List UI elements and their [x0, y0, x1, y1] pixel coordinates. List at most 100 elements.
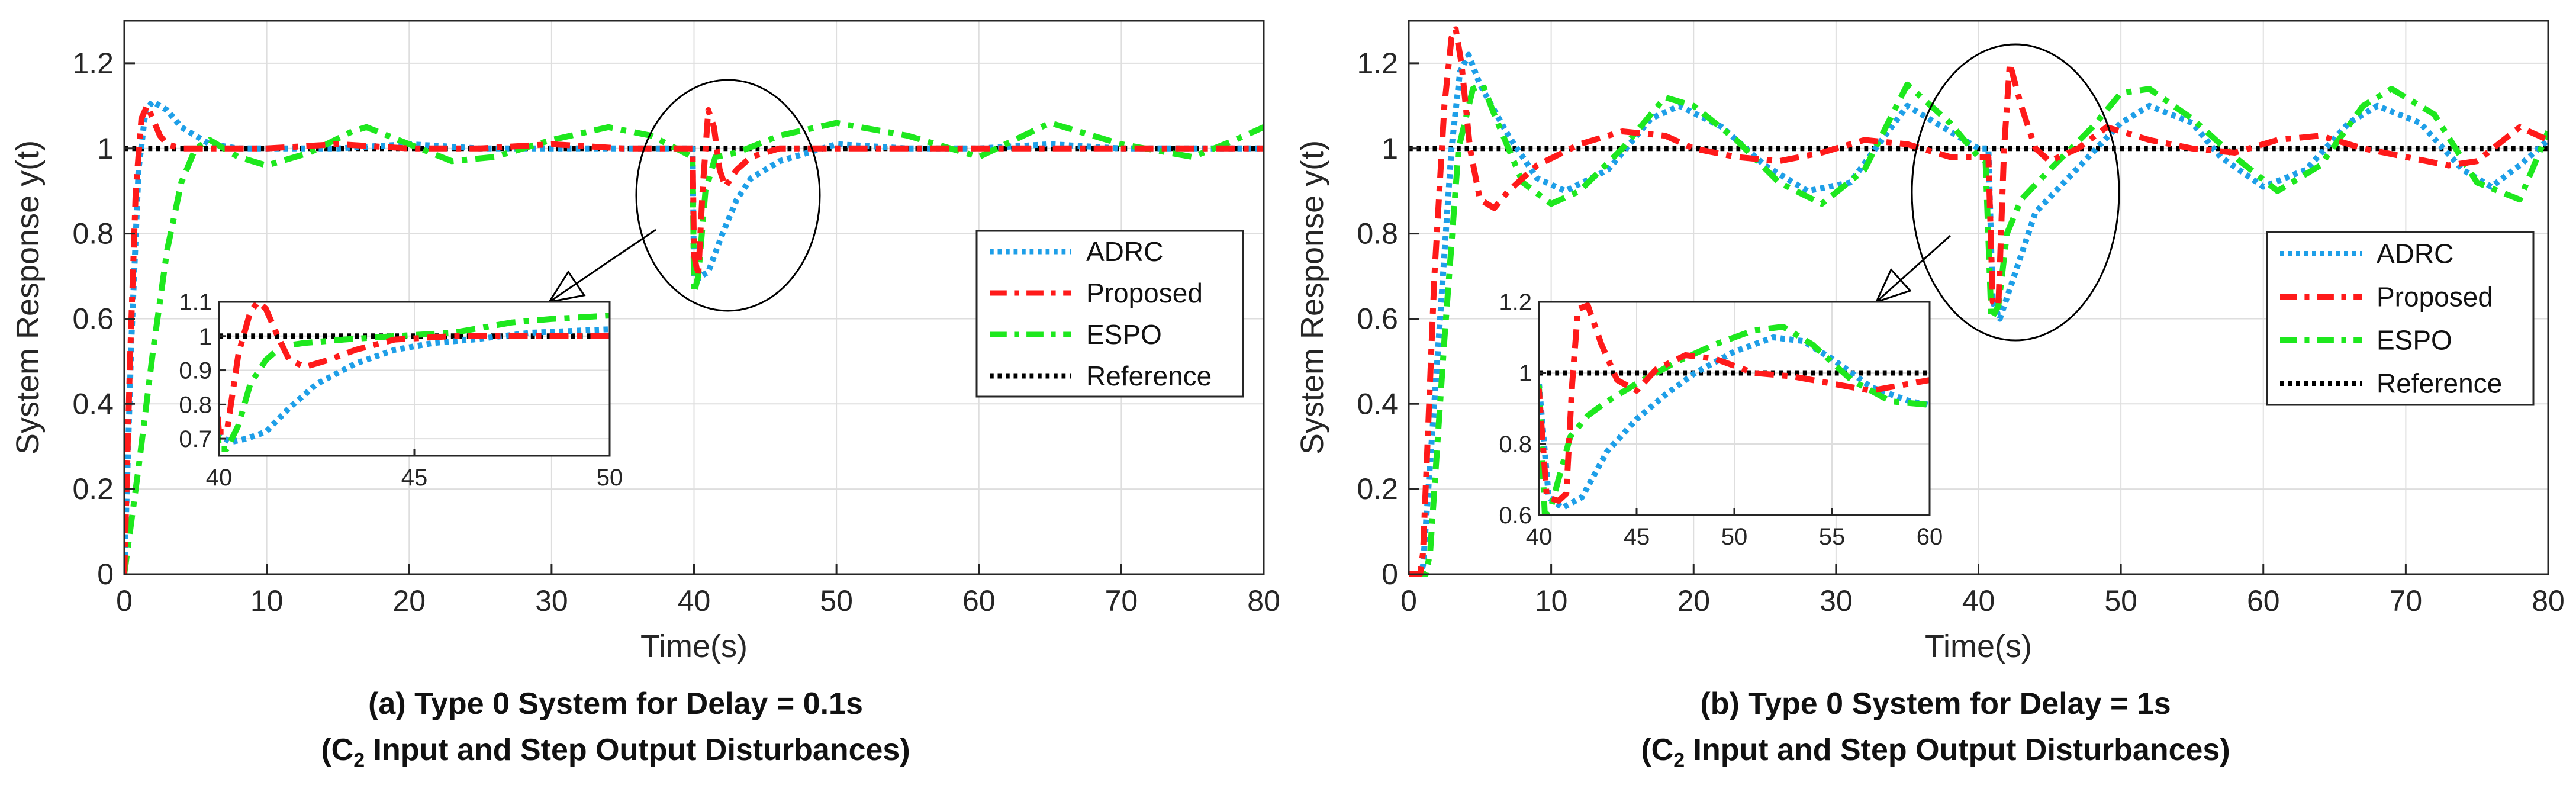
panel-a-inset-ytick-label-0: 0.7 — [179, 426, 212, 452]
panel-a-ytick-label-3: 0.6 — [72, 302, 114, 335]
panel-b-legend-label-espo: ESPO — [2377, 325, 2452, 356]
panel-b-xtick-label-7: 70 — [2390, 584, 2423, 617]
panel-b-ytick-label-2: 0.4 — [1357, 387, 1398, 420]
panel-a-ytick-label-1: 0.2 — [72, 472, 114, 506]
panel-a-series-proposed — [124, 102, 1264, 575]
caption-b-line2-suffix: Input and Step Output Disturbances) — [1685, 733, 2230, 767]
panel-a-zoom-arrow-head — [547, 270, 586, 304]
panel-b-inset-xtick-label-4: 60 — [1917, 524, 1943, 550]
panel-a-legend-label-adrc: ADRC — [1086, 236, 1163, 267]
panel-b-legend-label-adrc: ADRC — [2377, 239, 2453, 269]
panel-a-xtick-label-8: 80 — [1247, 584, 1280, 617]
panel-b-legend-label-proposed: Proposed — [2377, 282, 2493, 313]
caption-b: (b) Type 0 System for Delay = 1s (C2 Inp… — [1403, 681, 2468, 783]
panel-b-zoom-ellipse — [1911, 43, 2120, 342]
panel-b-inset-xtick-label-0: 40 — [1526, 524, 1553, 550]
caption-a: (a) Type 0 System for Delay = 0.1s (C2 I… — [83, 681, 1148, 783]
panel-b-ytick-label-5: 1 — [1382, 132, 1398, 165]
panel-a-xtick-label-7: 70 — [1105, 584, 1138, 617]
panel-b-inset-ytick-label-3: 1.2 — [1499, 289, 1532, 316]
panel-b-legend: ADRC Proposed ESPO Reference — [2266, 231, 2535, 406]
panel-b-xtick-label-3: 30 — [1820, 584, 1853, 617]
panel-a-xtick-label-1: 10 — [250, 584, 284, 617]
panel-b-ytick-label-0: 0 — [1382, 558, 1398, 591]
panel-a-inset-xtick-label-1: 45 — [401, 465, 428, 491]
panel-b-xtick-label-4: 40 — [1962, 584, 1995, 617]
caption-a-line2-suffix: Input and Step Output Disturbances) — [365, 733, 910, 767]
panel-a-legend-label-espo: ESPO — [1086, 319, 1162, 350]
panel-a-zoom-ellipse — [635, 79, 821, 312]
panel-b-ytick-label-6: 1.2 — [1357, 47, 1398, 80]
panel-b-xtick-label-2: 20 — [1677, 584, 1710, 617]
panel-b-inset-ytick-label-2: 1 — [1519, 360, 1532, 387]
panel-a-inset-xtick-label-0: 40 — [206, 465, 233, 491]
panel-b-series-espo — [1409, 81, 2548, 577]
panel-b-inset-xtick-label-3: 55 — [1819, 524, 1846, 550]
panel-a-ytick-label-4: 0.8 — [72, 217, 114, 250]
caption-a-line2-prefix: (C — [321, 733, 354, 767]
panel-a-inset-series-group — [219, 302, 610, 452]
panel-b-ylabel: System Response y(t) — [1295, 140, 1330, 455]
panel-a-inset-series-adrc — [219, 326, 610, 445]
caption-a-line2: (C2 Input and Step Output Disturbances) — [83, 727, 1148, 783]
panel-b-zoom-arrow-line — [1875, 234, 1952, 303]
panel-a-ytick-label-6: 1.2 — [72, 47, 114, 80]
panel-a-legend: ADRC Proposed ESPO Reference — [975, 230, 1244, 398]
panel-a-inset-series-proposed — [219, 302, 610, 435]
panel-a-ylabel: System Response y(t) — [10, 140, 46, 455]
panel-b-inset-ytick-label-0: 0.6 — [1499, 503, 1532, 529]
panel-b-inset-xtick-label-1: 45 — [1624, 524, 1650, 550]
panel-b-inset-series-adrc — [1539, 334, 1930, 511]
panel-b-legend-label-reference: Reference — [2377, 368, 2502, 399]
panel-a-ytick-label-2: 0.4 — [72, 387, 114, 420]
caption-b-line2: (C2 Input and Step Output Disturbances) — [1403, 727, 2468, 783]
panel-a-xtick-label-3: 30 — [535, 584, 568, 617]
panel-b-inset-xtick-label-2: 50 — [1721, 524, 1748, 550]
panel-a-legend-label-proposed: Proposed — [1086, 278, 1203, 308]
caption-a-line1: (a) Type 0 System for Delay = 0.1s — [368, 687, 863, 721]
panel-a-legend-label-reference: Reference — [1086, 360, 1212, 391]
panel-a-zoom-arrow-line — [549, 228, 656, 303]
panel-a-legend-box — [975, 230, 1244, 398]
caption-a-line2-subscript: 2 — [353, 749, 365, 772]
panel-b: 0 10 20 30 40 50 60 70 80 0 0.2 0.4 0.6 0.8 1 1.2 Time(s… — [1295, 20, 2565, 664]
panel-b-zoom-arrow-head — [1875, 268, 1912, 304]
panel-a-xlabel: Time(s) — [640, 629, 748, 664]
panel-a: 0 10 20 30 40 50 60 70 80 0 0.2 0.4 0.6 0.8 1 1.2 Time(s… — [10, 20, 1280, 664]
panel-b-ytick-label-4: 0.8 — [1357, 217, 1398, 250]
panel-a-inset-ytick-label-3: 1 — [199, 324, 212, 350]
panel-b-inset: 40 45 50 55 60 0.6 0.8 1 1.2 — [1499, 289, 1943, 550]
panel-a-series-group — [124, 98, 1264, 575]
panel-b-ytick-label-3: 0.6 — [1357, 302, 1398, 335]
panel-b-xtick-label-1: 10 — [1535, 584, 1568, 617]
caption-b-line2-subscript: 2 — [1673, 749, 1685, 772]
panel-b-legend-box — [2266, 231, 2535, 406]
panel-b-inset-series-proposed — [1539, 302, 1930, 504]
panel-a-xtick-label-0: 0 — [116, 584, 133, 617]
caption-b-line1: (b) Type 0 System for Delay = 1s — [1700, 687, 2171, 721]
panel-a-ytick-label-5: 1 — [97, 132, 114, 165]
panel-a-inset-ytick-label-4: 1.1 — [179, 289, 212, 316]
panel-a-inset-series-espo — [219, 313, 610, 452]
panel-b-xtick-label-0: 0 — [1400, 584, 1417, 617]
panel-a-xtick-label-4: 40 — [678, 584, 711, 617]
panel-a-ytick-label-0: 0 — [97, 558, 114, 591]
panel-a-xtick-label-2: 20 — [392, 584, 426, 617]
panel-b-inset-series-group — [1539, 302, 1930, 515]
panel-a-xtick-label-5: 50 — [820, 584, 853, 617]
caption-b-line2-prefix: (C — [1641, 733, 1674, 767]
panel-b-series-proposed — [1409, 26, 2548, 577]
panel-b-ytick-label-1: 0.2 — [1357, 472, 1398, 506]
panel-a-inset-ytick-label-1: 0.8 — [179, 392, 212, 418]
panel-b-xlabel: Time(s) — [1925, 629, 2032, 664]
panel-a-inset: 40 45 50 0.7 0.8 0.9 1 1.1 — [179, 289, 623, 491]
panel-b-series-group — [1409, 26, 2548, 577]
panel-a-inset-xtick-label-2: 50 — [597, 465, 623, 491]
panel-b-inset-ytick-label-1: 0.8 — [1499, 432, 1532, 458]
panel-b-xtick-label-8: 80 — [2532, 584, 2565, 617]
panel-b-xtick-label-5: 50 — [2104, 584, 2137, 617]
panel-a-inset-ytick-label-2: 0.9 — [179, 358, 212, 384]
panel-a-xtick-label-6: 60 — [962, 584, 996, 617]
